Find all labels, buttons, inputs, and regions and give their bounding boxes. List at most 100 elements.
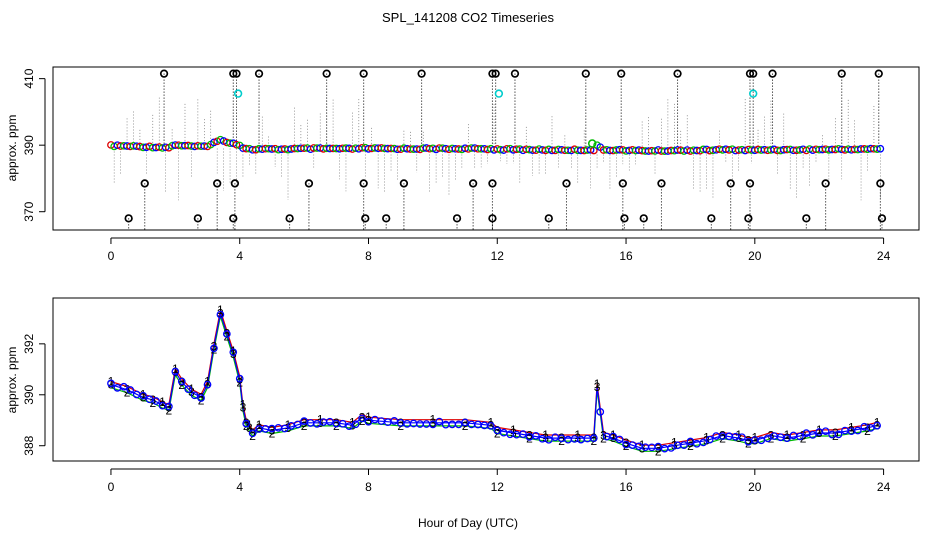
- series-marker-3: 3: [751, 434, 758, 448]
- outlier-point: [877, 214, 887, 223]
- series-marker-2: 2: [655, 444, 662, 458]
- series-marker-1: 1: [430, 413, 437, 427]
- series-marker-3: 3: [655, 441, 662, 455]
- series-marker-1: 1: [574, 428, 581, 442]
- series-marker-3: 3: [848, 423, 855, 437]
- x-tick-label: 16: [619, 480, 633, 494]
- series-marker-3: 3: [591, 431, 598, 445]
- series-point: [876, 144, 885, 153]
- series-point: [873, 421, 881, 430]
- series-point: [232, 140, 241, 149]
- outlier-point: [620, 214, 629, 223]
- outlier-point: [707, 214, 716, 223]
- outlier-point: [230, 179, 240, 188]
- x-tick-label: 8: [365, 249, 372, 263]
- outlier-point: [488, 69, 497, 78]
- outlier-point: [745, 179, 755, 188]
- outlier-point: [361, 214, 370, 223]
- series-point: [435, 417, 444, 426]
- series-point: [222, 330, 231, 338]
- series-point: [165, 402, 173, 411]
- series-point: [119, 382, 128, 391]
- series-marker-3: 3: [365, 413, 372, 427]
- series-marker-2: 2: [687, 439, 694, 453]
- series-marker-2: 2: [243, 419, 250, 433]
- series-marker-3: 3: [558, 431, 565, 445]
- series-marker-2: 2: [864, 424, 871, 438]
- outlier-point: [124, 214, 133, 223]
- series-marker-3: 3: [269, 423, 276, 437]
- series-point: [338, 419, 347, 428]
- series-marker-3: 3: [240, 401, 247, 415]
- outlier-point: [359, 179, 368, 188]
- series-marker-1: 1: [108, 375, 115, 389]
- series-point: [177, 377, 186, 386]
- chart-title: SPL_141208 CO2 Timeseries: [382, 10, 554, 25]
- outlier-point: [837, 69, 846, 78]
- series-marker-3: 3: [397, 416, 404, 430]
- series-point: [796, 432, 804, 441]
- outlier-point: [544, 214, 553, 223]
- series-point: [107, 379, 115, 388]
- series-point: [274, 423, 283, 432]
- detail-y-axis: 388 390 392: [22, 334, 46, 456]
- outlier-point: [673, 69, 682, 78]
- series-point: [210, 344, 218, 353]
- series-marker-3: 3: [198, 390, 205, 404]
- outlier-point: [159, 69, 169, 78]
- outlier-point: [874, 69, 883, 78]
- series-marker-3: 3: [217, 306, 224, 320]
- series-marker-3: 3: [687, 436, 694, 450]
- series-marker-2: 2: [211, 342, 218, 356]
- series-point: [351, 420, 360, 429]
- series-point: [190, 391, 199, 400]
- outlier-point: [193, 214, 203, 223]
- overview-plot-frame: [52, 66, 920, 231]
- series-marker-3: 3: [494, 423, 501, 437]
- series-point: [699, 438, 708, 447]
- overview-y-axis: 370 390 410: [22, 68, 46, 222]
- overview-y-axis-label: approx. ppm: [5, 115, 19, 182]
- outlier-point: [749, 69, 758, 78]
- series-point: [171, 367, 180, 376]
- series-point: [853, 426, 862, 435]
- series-marker-1: 1: [542, 428, 549, 442]
- series-point: [248, 429, 257, 438]
- outlier-point: [488, 179, 497, 188]
- series-point: [667, 444, 675, 452]
- series-point: [705, 435, 714, 444]
- series-point: [789, 431, 798, 440]
- outlier-point: [359, 69, 368, 78]
- x-tick-label: 0: [108, 249, 115, 263]
- series-point: [229, 348, 238, 357]
- outlier-point: [802, 214, 811, 223]
- series-point: [486, 421, 495, 430]
- series-point: [873, 145, 881, 153]
- outlier-point: [452, 214, 462, 223]
- series-marker-1: 1: [816, 423, 823, 437]
- outlier-point: [232, 69, 241, 78]
- series-marker-3: 3: [610, 431, 617, 445]
- series-marker-3: 3: [188, 385, 195, 399]
- overview-x-axis: 0 4 8 12 16 20 24: [108, 237, 891, 263]
- series-marker-2: 2: [800, 432, 807, 446]
- series-marker-3: 3: [526, 429, 533, 443]
- series-marker-1: 1: [217, 303, 224, 317]
- series-point: [686, 437, 695, 446]
- outlier-point: [726, 179, 735, 188]
- series-marker-3: 3: [784, 431, 791, 445]
- x-tick-label: 0: [108, 480, 115, 494]
- y-tick-label: 410: [22, 68, 36, 88]
- outlier-point: [399, 179, 409, 188]
- series-marker-3: 3: [108, 378, 115, 392]
- series-marker-3: 3: [166, 401, 173, 415]
- series-point: [589, 434, 598, 442]
- overview-data: [107, 69, 887, 230]
- x-axis-label: Hour of Day (UTC): [418, 516, 518, 530]
- flagged-point: [749, 89, 758, 98]
- series-marker-2: 2: [198, 393, 205, 407]
- series-marker-2: 2: [124, 386, 131, 400]
- y-tick-label: 390: [22, 135, 36, 155]
- series-marker-3: 3: [719, 429, 726, 443]
- x-tick-label: 8: [365, 480, 372, 494]
